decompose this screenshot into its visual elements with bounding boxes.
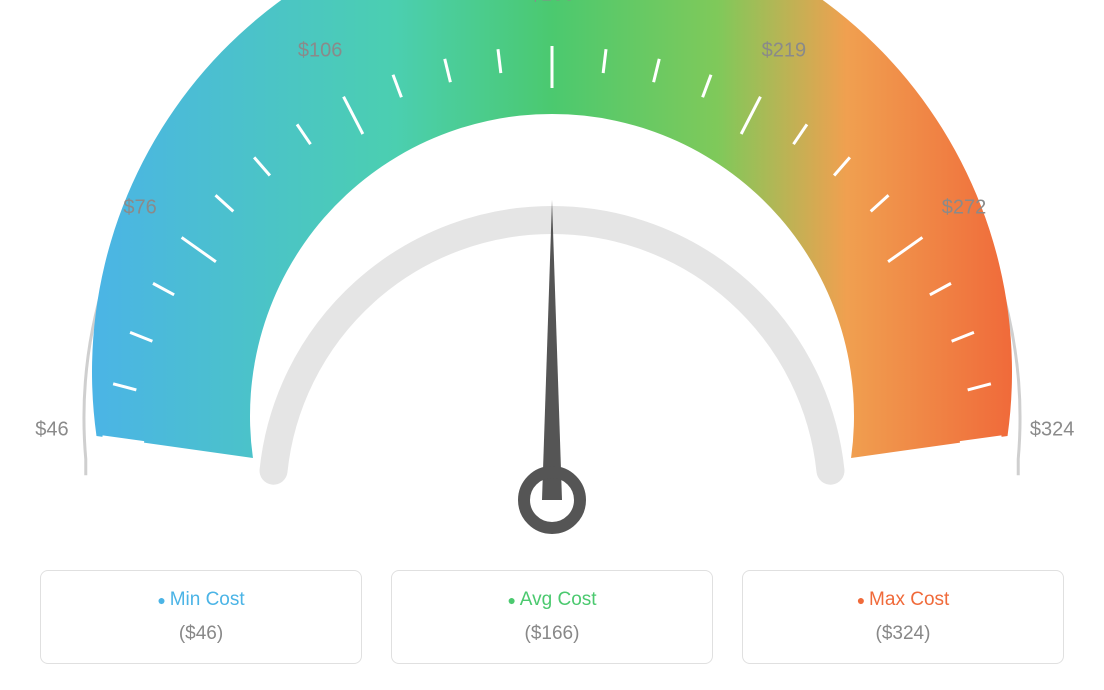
gauge-tick-label: $46 [35,418,68,441]
legend-value-avg: ($166) [392,623,712,645]
legend-card-max: Max Cost ($324) [742,570,1064,664]
gauge-svg [0,0,1104,560]
legend-card-min: Min Cost ($46) [40,570,362,664]
legend-label-avg: Avg Cost [392,589,712,611]
gauge-tick-label: $166 [530,0,575,7]
legend-value-min: ($46) [41,623,361,645]
gauge-tick-label: $76 [123,196,156,219]
legend-row: Min Cost ($46) Avg Cost ($166) Max Cost … [0,570,1104,664]
legend-label-min: Min Cost [41,589,361,611]
legend-value-max: ($324) [743,623,1063,645]
gauge-tick-label: $219 [762,40,807,63]
legend-card-avg: Avg Cost ($166) [391,570,713,664]
gauge-tick-label: $324 [1030,418,1075,441]
legend-label-max: Max Cost [743,589,1063,611]
gauge-tick-label: $272 [942,196,987,219]
gauge-chart: $46 $76 $106 $166 $219 $272 $324 [0,0,1104,560]
gauge-tick-label: $106 [298,40,343,63]
